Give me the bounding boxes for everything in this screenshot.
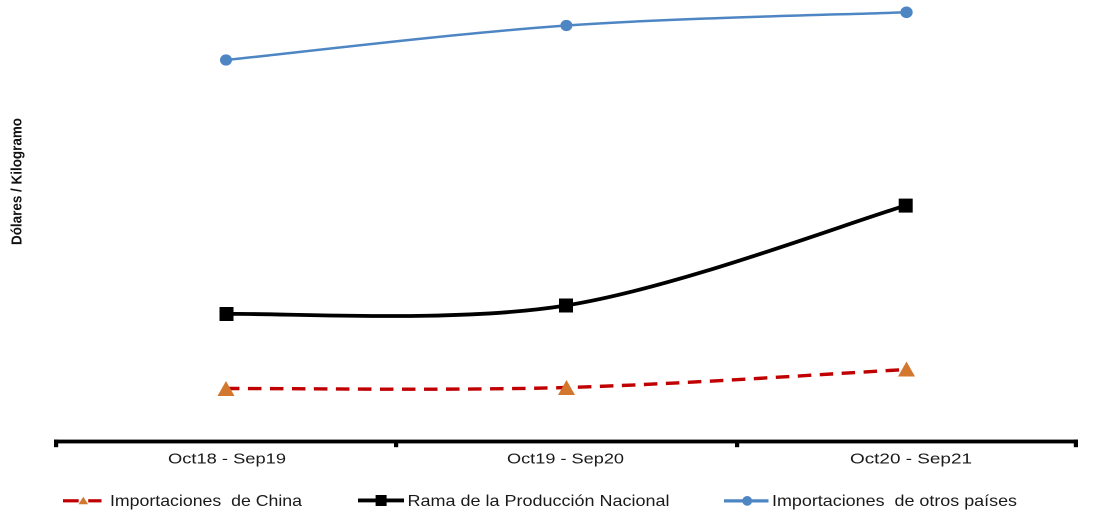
svg-text:Oct19 - Sep20: Oct19 - Sep20 <box>507 452 624 468</box>
svg-text:Rama de la Producción Nacional: Rama de la Producción Nacional <box>408 493 670 510</box>
svg-text:Importaciones de China: Importaciones de China <box>110 493 302 510</box>
svg-text:Oct20 - Sep21: Oct20 - Sep21 <box>850 452 972 468</box>
svg-text:Importaciones de otros países: Importaciones de otros países <box>772 493 1017 510</box>
svg-text:Dólares / Kilogramo: Dólares / Kilogramo <box>9 118 26 245</box>
svg-text:Oct18 - Sep19: Oct18 - Sep19 <box>168 452 286 468</box>
